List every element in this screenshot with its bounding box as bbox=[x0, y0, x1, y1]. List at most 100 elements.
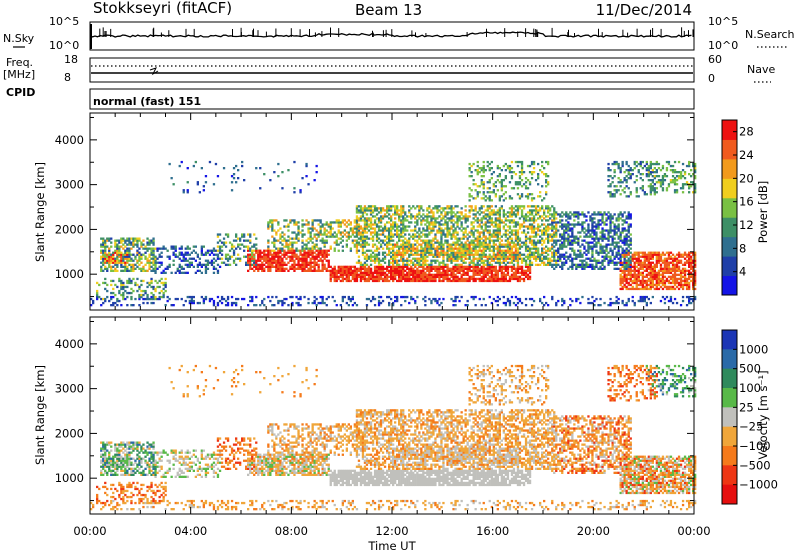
power-cell bbox=[523, 254, 525, 256]
power-cell bbox=[412, 274, 414, 276]
power-cell bbox=[452, 223, 454, 225]
power-cell bbox=[305, 264, 307, 266]
power-cell bbox=[489, 211, 491, 213]
power-cell bbox=[442, 278, 444, 280]
power-cell bbox=[559, 221, 561, 223]
power-cell bbox=[539, 300, 541, 302]
power-cell bbox=[374, 260, 376, 262]
power-cell bbox=[293, 270, 295, 272]
power-cell bbox=[171, 304, 173, 306]
power-cell bbox=[416, 221, 418, 223]
power-cell bbox=[267, 246, 269, 248]
power-cell bbox=[509, 302, 511, 304]
power-cell bbox=[416, 262, 418, 264]
power-cell bbox=[418, 213, 420, 215]
power-cell bbox=[545, 238, 547, 240]
power-cell bbox=[366, 219, 368, 221]
power-cell bbox=[497, 260, 499, 262]
power-cell bbox=[561, 246, 563, 248]
power-cell bbox=[354, 302, 356, 304]
power-cell bbox=[366, 250, 368, 252]
power-cell bbox=[473, 274, 475, 276]
power-cell bbox=[122, 294, 124, 296]
power-cell bbox=[396, 254, 398, 256]
power-cell bbox=[529, 193, 531, 195]
power-cell bbox=[553, 231, 555, 233]
power-cell bbox=[444, 223, 446, 225]
power-cell bbox=[136, 242, 138, 244]
power-cell bbox=[557, 221, 559, 223]
power-cell bbox=[400, 266, 402, 268]
power-cell bbox=[368, 298, 370, 300]
power-cell bbox=[573, 254, 575, 256]
power-cell bbox=[307, 227, 309, 229]
power-cell bbox=[420, 215, 422, 217]
power-cell bbox=[217, 254, 219, 256]
power-cell bbox=[295, 233, 297, 235]
power-cell bbox=[551, 246, 553, 248]
power-cell bbox=[543, 173, 545, 175]
power-cell bbox=[338, 270, 340, 272]
power-cell bbox=[529, 217, 531, 219]
power-cell bbox=[102, 302, 104, 304]
power-cell bbox=[406, 252, 408, 254]
power-cell bbox=[513, 233, 515, 235]
power-cell bbox=[316, 165, 318, 167]
power-cell bbox=[481, 276, 483, 278]
power-cell bbox=[189, 300, 191, 302]
power-cell bbox=[402, 266, 404, 268]
power-cell bbox=[348, 276, 350, 278]
power-cell bbox=[340, 233, 342, 235]
power-cell bbox=[267, 268, 269, 270]
power-cell bbox=[599, 236, 601, 238]
power-cell bbox=[557, 260, 559, 262]
power-cell bbox=[386, 278, 388, 280]
power-cell bbox=[503, 215, 505, 217]
power-cell bbox=[547, 250, 549, 252]
power-cell bbox=[213, 302, 215, 304]
power-cell bbox=[318, 248, 320, 250]
power-cell bbox=[231, 256, 233, 258]
power-cell bbox=[386, 227, 388, 229]
power-cell bbox=[293, 256, 295, 258]
power-cell bbox=[493, 242, 495, 244]
power-cell bbox=[503, 278, 505, 280]
power-cell bbox=[452, 236, 454, 238]
power-cell bbox=[505, 274, 507, 276]
power-cell bbox=[305, 248, 307, 250]
power-cell bbox=[360, 272, 362, 274]
power-cell bbox=[501, 270, 503, 272]
power-cell bbox=[485, 248, 487, 250]
power-cell bbox=[291, 231, 293, 233]
power-cell bbox=[465, 215, 467, 217]
power-cell bbox=[120, 262, 122, 264]
power-cell bbox=[485, 272, 487, 274]
power-cell bbox=[527, 270, 529, 272]
power-cell bbox=[108, 240, 110, 242]
power-cell bbox=[467, 268, 469, 270]
power-cell bbox=[475, 268, 477, 270]
power-cell bbox=[376, 276, 378, 278]
power-cell bbox=[545, 250, 547, 252]
power-cell bbox=[402, 256, 404, 258]
power-cell bbox=[295, 248, 297, 250]
power-cell bbox=[603, 260, 605, 262]
power-cell bbox=[326, 260, 328, 262]
power-cell bbox=[400, 248, 402, 250]
power-cell bbox=[507, 242, 509, 244]
power-cell bbox=[96, 294, 98, 296]
power-cell bbox=[581, 211, 583, 213]
power-cell bbox=[281, 244, 283, 246]
power-cell bbox=[356, 207, 358, 209]
power-cell bbox=[452, 270, 454, 272]
power-cell bbox=[293, 161, 295, 163]
power-cell bbox=[161, 248, 163, 250]
power-cell bbox=[543, 252, 545, 254]
power-cell bbox=[404, 266, 406, 268]
power-cell bbox=[424, 256, 426, 258]
power-cell bbox=[495, 193, 497, 195]
power-cell bbox=[585, 250, 587, 252]
power-cell bbox=[414, 229, 416, 231]
power-cell bbox=[424, 264, 426, 266]
power-cell bbox=[567, 236, 569, 238]
